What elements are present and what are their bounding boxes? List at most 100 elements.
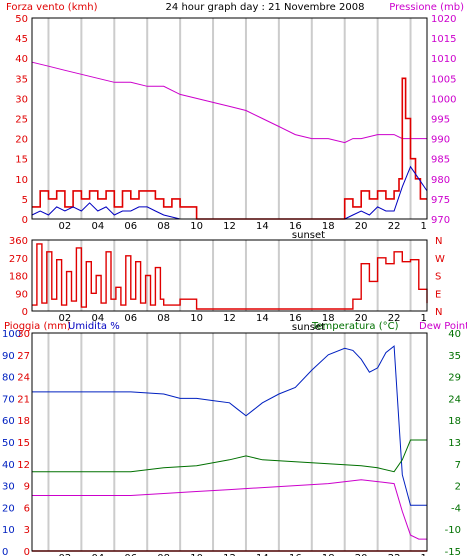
x-tick-label: 10 — [190, 313, 203, 324]
x-tick-label: 16 — [289, 553, 302, 556]
chart-title: 24 hour graph day : 21 Novembre 2008 — [166, 2, 365, 13]
compass-letter-label: N — [435, 307, 442, 318]
x-tick-label: 12 — [223, 221, 236, 232]
pressure-y-tick-label: 1015 — [431, 34, 456, 45]
wind-y-tick-label: 35 — [15, 74, 28, 85]
pressure-line — [31, 61, 427, 144]
x-tick-label: 10 — [190, 221, 203, 232]
wind-y-tick-label: 45 — [15, 34, 28, 45]
wind-y-tick-label: 0 — [22, 215, 28, 226]
wind-gust-line — [32, 77, 427, 220]
wind-y-tick-label: 30 — [15, 94, 28, 105]
x-tick-label: 02 — [59, 313, 72, 324]
pressure-y-tick-label: 980 — [431, 175, 450, 186]
direction-y-tick-label: 360 — [9, 236, 28, 247]
pressure-y-tick-label: 990 — [431, 135, 450, 146]
x-tick-label: 08 — [157, 553, 170, 556]
rain-y-tick-label: 30 — [17, 329, 30, 340]
x-tick-label: 20 — [355, 313, 368, 324]
x-tick-label: 08 — [157, 313, 170, 324]
x-tick-label: 14 — [256, 221, 269, 232]
wind-y-tick-label: 15 — [15, 155, 28, 166]
x-tick-label: 22 — [388, 553, 401, 556]
wind-y-tick-label: 20 — [15, 135, 28, 146]
compass-letter-label: N — [435, 236, 442, 247]
humidity-line — [32, 345, 427, 506]
humidity-y-tick-label: 70 — [2, 394, 15, 405]
rain-y-tick-label: 24 — [17, 373, 30, 384]
x-tick-label: 16 — [289, 221, 302, 232]
temperature-line — [32, 439, 427, 473]
compass-letter-label: S — [435, 272, 441, 283]
compass-letter-label: E — [435, 289, 441, 300]
humidity-y-tick-label: 80 — [2, 373, 15, 384]
panel-1-frame — [31, 17, 428, 220]
x-tick-label: 1 — [421, 553, 427, 556]
rain-y-tick-label: 3 — [24, 525, 30, 536]
pressure-y-tick-label: 1005 — [431, 74, 456, 85]
direction-y-tick-label: 0 — [22, 307, 28, 318]
temperature-y-tick-label: -10 — [445, 525, 461, 536]
wind-direction-line — [32, 243, 428, 310]
dewpoint-line — [32, 479, 427, 540]
x-tick-label: 1 — [421, 313, 427, 324]
x-tick-label: 08 — [157, 221, 170, 232]
pressure-y-tick-label: 1000 — [431, 94, 456, 105]
humidity-y-tick-label: 100 — [2, 329, 21, 340]
pressure-axis-title: Pressione (mb) — [389, 2, 464, 13]
rain-y-tick-label: 27 — [17, 351, 30, 362]
rain-y-tick-label: 12 — [17, 460, 30, 471]
x-tick-label: 06 — [124, 221, 137, 232]
sunset-label: sunset — [292, 322, 325, 333]
x-tick-label: 1 — [421, 221, 427, 232]
temperature-y-tick-label: 7 — [455, 460, 461, 471]
panel-3-background — [32, 333, 427, 551]
direction-y-tick-label: 180 — [9, 272, 28, 283]
x-tick-label: 16 — [289, 313, 302, 324]
x-tick-label: 06 — [124, 553, 137, 556]
pressure-y-tick-label: 1020 — [431, 14, 456, 25]
rain-axis-title: Pioggia (mm) — [4, 321, 71, 332]
humidity-y-tick-label: 0 — [2, 547, 8, 556]
temperature-y-tick-label: -4 — [451, 503, 461, 514]
wind-average-line — [31, 165, 428, 220]
dewpoint-axis-title: Dew Point — [419, 321, 467, 332]
x-tick-label: 02 — [59, 221, 72, 232]
panel-2-frame — [31, 239, 428, 312]
humidity-y-tick-label: 60 — [2, 416, 15, 427]
x-tick-label: 06 — [124, 313, 137, 324]
humidity-y-tick-label: 40 — [2, 460, 15, 471]
x-tick-label: 18 — [322, 221, 335, 232]
wind-axis-title: Forza vento (kmh) — [6, 2, 98, 13]
rain-y-tick-label: 0 — [24, 547, 30, 556]
panel-1-background — [32, 18, 427, 219]
x-tick-label: 12 — [223, 553, 236, 556]
x-tick-label: 10 — [190, 553, 203, 556]
rain-y-tick-label: 9 — [24, 482, 30, 493]
panel-3-frame — [31, 332, 428, 552]
temperature-y-tick-label: -15 — [445, 547, 461, 556]
pressure-y-tick-label: 995 — [431, 115, 450, 126]
pressure-y-tick-label: 985 — [431, 155, 450, 166]
pressure-y-tick-label: 1010 — [431, 54, 456, 65]
x-tick-label: 22 — [388, 313, 401, 324]
humidity-y-tick-label: 90 — [2, 351, 15, 362]
temperature-y-tick-label: 40 — [448, 329, 461, 340]
pressure-y-tick-label: 975 — [431, 195, 450, 206]
rain-y-tick-label: 15 — [17, 438, 30, 449]
x-tick-label: 04 — [91, 553, 104, 556]
compass-letter-label: W — [435, 254, 445, 265]
pressure-y-tick-label: 970 — [431, 215, 450, 226]
direction-y-tick-label: 270 — [9, 254, 28, 265]
x-tick-label: 18 — [322, 313, 335, 324]
wind-y-tick-label: 10 — [15, 175, 28, 186]
humidity-axis-title: Umidita % — [68, 321, 120, 332]
temperature-y-tick-label: 13 — [448, 438, 461, 449]
humidity-y-tick-label: 30 — [2, 482, 15, 493]
temperature-axis-title: Temperatura (°C) — [311, 321, 399, 332]
temperature-y-tick-label: 35 — [448, 351, 461, 362]
x-tick-label: 22 — [388, 221, 401, 232]
temperature-y-tick-label: 24 — [448, 394, 461, 405]
